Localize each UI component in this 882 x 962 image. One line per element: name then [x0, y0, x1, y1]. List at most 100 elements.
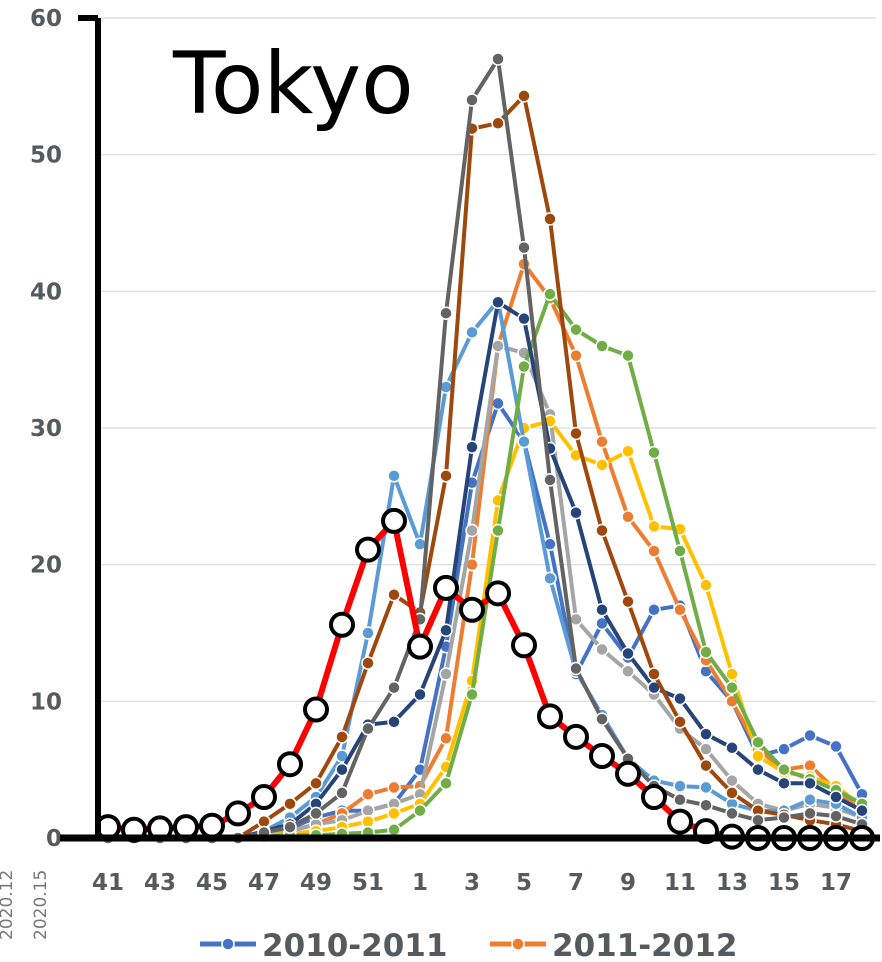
- data-point: [485, 580, 511, 607]
- data-point: [725, 806, 739, 821]
- data-point: [751, 735, 765, 750]
- data-point: [589, 743, 615, 769]
- data-point: [277, 751, 303, 778]
- data-point: [491, 52, 505, 66]
- data-point: [699, 578, 713, 592]
- data-point: [777, 810, 791, 825]
- data-point: [647, 667, 661, 681]
- side-label-1: 2020.12: [0, 870, 17, 940]
- legend-marker-1: [221, 937, 235, 951]
- data-point: [673, 779, 687, 793]
- data-point: [517, 240, 531, 255]
- y-tick-label: 50: [30, 143, 62, 169]
- legend-item-1: 2010-2011: [200, 928, 447, 962]
- data-point: [491, 295, 505, 310]
- data-point: [439, 623, 453, 638]
- data-point: [459, 596, 485, 623]
- x-tick-label: 3: [464, 870, 480, 896]
- data-point: [725, 773, 739, 788]
- data-point: [387, 823, 401, 837]
- data-point: [595, 458, 609, 472]
- data-point: [699, 742, 713, 756]
- data-point: [673, 715, 687, 729]
- series-line: [107, 517, 862, 841]
- data-point: [647, 544, 661, 558]
- x-tick-label: 13: [716, 870, 748, 896]
- data-point: [673, 691, 687, 706]
- data-point: [309, 806, 323, 821]
- data-point: [647, 519, 661, 534]
- data-point: [491, 396, 505, 411]
- data-point: [491, 116, 505, 130]
- data-point: [309, 776, 323, 791]
- data-point: [465, 687, 479, 702]
- data-point: [621, 594, 635, 609]
- series-layer: [95, 52, 875, 851]
- y-tick-labels: 0 10 20 30 40 50 60: [30, 6, 62, 852]
- data-point: [673, 544, 687, 558]
- data-point: [251, 784, 277, 810]
- x-tick-label: 11: [664, 870, 696, 896]
- data-point: [517, 359, 531, 374]
- data-point: [335, 730, 349, 744]
- data-point: [673, 792, 687, 807]
- data-point: [465, 325, 479, 340]
- x-tick-label: 15: [768, 870, 800, 896]
- data-point: [303, 696, 329, 723]
- data-point: [439, 306, 453, 320]
- data-point: [725, 741, 739, 755]
- data-point: [439, 731, 453, 745]
- data-point: [517, 311, 531, 326]
- data-point: [751, 749, 765, 763]
- data-point: [699, 798, 713, 812]
- data-point: [335, 786, 349, 800]
- x-tick-label: 41: [92, 870, 124, 896]
- data-point: [511, 632, 537, 659]
- data-point: [199, 812, 225, 839]
- data-point: [387, 715, 401, 729]
- data-point: [569, 505, 583, 520]
- legend: 2010-2011 2011-2012: [200, 928, 737, 962]
- data-point: [569, 322, 583, 337]
- data-point: [387, 587, 401, 602]
- data-point: [621, 348, 635, 363]
- data-point: [595, 642, 609, 657]
- data-point: [803, 806, 817, 821]
- data-point: [439, 776, 453, 791]
- data-point: [439, 469, 453, 483]
- data-point: [413, 687, 427, 702]
- data-point: [387, 806, 401, 821]
- series-line: [108, 300, 863, 840]
- data-point: [563, 723, 589, 750]
- y-tick-label: 40: [30, 279, 62, 305]
- data-point: [439, 667, 453, 681]
- data-point: [829, 739, 843, 754]
- data-point: [407, 633, 433, 660]
- data-point: [329, 611, 355, 638]
- data-point: [667, 808, 693, 835]
- data-point: [595, 523, 609, 538]
- data-point: [803, 792, 817, 807]
- legend-marker-2: [511, 937, 525, 951]
- legend-label-2: 2011-2012: [552, 928, 737, 962]
- y-tick-label: 20: [30, 553, 62, 579]
- x-tick-label: 51: [352, 870, 384, 896]
- data-point: [641, 784, 667, 810]
- data-point: [777, 762, 791, 777]
- data-point: [621, 646, 635, 661]
- data-point: [465, 93, 479, 107]
- data-point: [595, 712, 609, 726]
- data-point: [829, 809, 843, 823]
- y-tick-label: 60: [30, 6, 62, 32]
- data-point: [335, 762, 349, 777]
- data-point: [621, 444, 635, 458]
- series-4: [101, 414, 869, 845]
- legend-item-2: 2011-2012: [490, 928, 737, 962]
- data-point: [699, 645, 713, 659]
- data-point: [387, 780, 401, 795]
- data-point: [491, 523, 505, 538]
- data-point: [673, 603, 687, 617]
- side-label-2: 2020.15: [31, 870, 51, 940]
- y-tick-label: 10: [30, 689, 62, 715]
